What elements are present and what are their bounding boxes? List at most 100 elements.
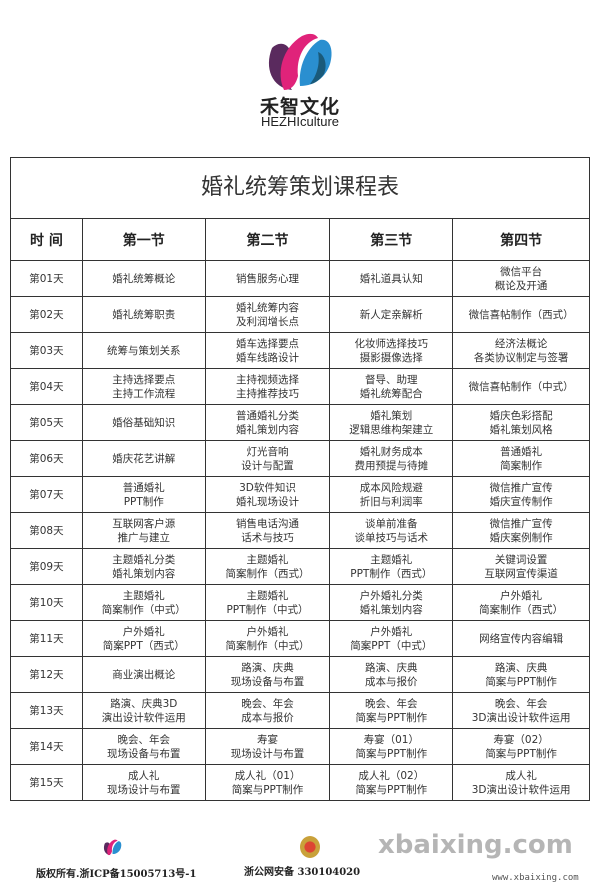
course-cell: 微信喜帖制作（中式） bbox=[452, 368, 590, 405]
course-line: PPT制作（中式） bbox=[226, 603, 309, 616]
course-cell: 寿宴 现场设计与布置 bbox=[204, 728, 331, 765]
course-line: 户外婚礼 bbox=[122, 625, 165, 638]
course-line: 演出设计软件运用 bbox=[101, 711, 186, 724]
course-line: 简案制作 bbox=[500, 459, 543, 472]
course-cell: 户外婚礼 简案PPT（西式） bbox=[81, 620, 206, 657]
course-line: 简案制作（中式） bbox=[225, 639, 310, 652]
table-row: 第15天 成人礼 现场设计与布置 成人礼（01） 简案与PPT制作 成人礼（02） 简案与P… bbox=[10, 764, 590, 801]
course-line: 简案PPT（西式） bbox=[102, 639, 185, 652]
course-line: 路演、庆典 bbox=[241, 661, 294, 674]
course-line: 3D演出设计软件运用 bbox=[471, 783, 571, 796]
course-line: 新人定亲解析 bbox=[359, 308, 423, 321]
course-line: 简案与PPT制作 bbox=[485, 675, 557, 688]
course-cell: 销售服务心理 bbox=[204, 260, 331, 297]
course-line: 普通婚礼 bbox=[122, 481, 165, 494]
hezhi-logo bbox=[268, 33, 332, 90]
course-line: 婚庆宣传制作 bbox=[489, 495, 553, 508]
course-line: 话术与技巧 bbox=[241, 531, 294, 544]
table-row: 第14天 晚会、年会 现场设备与布置 寿宴 现场设计与布置 寿宴（01） 简案与PPT制作寿… bbox=[10, 728, 590, 765]
course-line: 婚庆花艺讲解 bbox=[112, 452, 176, 465]
course-schedule-table: 婚礼统筹策划课程表 时 间第一节 第二节 第三节 第四节 第01天 婚礼统筹概论 销售服务… bbox=[10, 157, 590, 801]
column-header: 第二节 bbox=[204, 218, 331, 261]
course-line: PPT制作（西式） bbox=[350, 567, 433, 580]
course-cell: 微信平台 概论及开通 bbox=[452, 260, 590, 297]
day-cell: 第15天 bbox=[10, 764, 83, 801]
police-record-link[interactable]: 浙公网安备 330104020 bbox=[244, 867, 361, 878]
day-cell: 第02天 bbox=[10, 296, 83, 333]
course-line: 成人礼 bbox=[127, 769, 160, 782]
course-line: PPT制作 bbox=[123, 495, 164, 508]
table-row: 第09天 主题婚礼分类 婚礼策划内容 主题婚礼 简案制作（西式） 主题婚礼 PPT制作（西式… bbox=[10, 548, 590, 585]
course-cell: 户外婚礼分类 婚礼策划内容 bbox=[329, 584, 454, 621]
course-line: 主持选择要点 bbox=[112, 373, 176, 386]
course-cell: 成本风险规避 折旧与利润率 bbox=[329, 476, 454, 513]
course-line: 成人礼 bbox=[505, 769, 537, 782]
day-cell: 第07天 bbox=[10, 476, 83, 513]
course-cell: 婚车选择要点 婚车线路设计 bbox=[204, 332, 331, 369]
course-line: 户外婚礼分类 bbox=[359, 589, 423, 602]
course-line: 婚庆案例制作 bbox=[489, 531, 553, 544]
course-line: 微信喜帖制作（中式） bbox=[468, 380, 574, 393]
course-cell: 婚礼财务成本 费用预提与待摊 bbox=[329, 440, 454, 477]
course-line: 婚礼道具认知 bbox=[359, 272, 423, 285]
course-cell: 寿宴（02） 简案与PPT制作 bbox=[452, 728, 590, 765]
course-line: 婚礼财务成本 bbox=[359, 445, 423, 458]
course-line: 简案制作（西式） bbox=[225, 567, 310, 580]
course-line: 晚会、年会 bbox=[494, 697, 548, 710]
course-cell: 主题婚礼 简案制作（西式） bbox=[204, 548, 331, 585]
course-line: 婚俗基础知识 bbox=[112, 416, 176, 429]
course-line: 晚会、年会 bbox=[117, 733, 170, 746]
course-line: 普通婚礼 bbox=[500, 445, 543, 458]
course-cell: 3D软件知识 婚礼现场设计 bbox=[204, 476, 331, 513]
course-cell: 晚会、年会 3D演出设计软件运用 bbox=[452, 692, 590, 729]
course-cell: 主题婚礼分类 婚礼策划内容 bbox=[81, 548, 206, 585]
course-line: 婚礼策划风格 bbox=[489, 423, 553, 436]
course-line: 设计与配置 bbox=[241, 459, 294, 472]
course-cell: 成人礼 现场设计与布置 bbox=[81, 764, 206, 801]
course-line: 主题婚礼 bbox=[246, 553, 289, 566]
course-cell: 婚礼统筹概论 bbox=[81, 260, 206, 297]
course-line: 普通婚礼分类 bbox=[236, 409, 300, 422]
course-line: 销售电话沟通 bbox=[236, 517, 300, 530]
table-row: 第11天 户外婚礼 简案PPT（西式） 户外婚礼 简案制作（中式） 户外婚礼 简案PPT（中… bbox=[10, 620, 590, 657]
course-line: 现场设备与布置 bbox=[230, 675, 305, 688]
course-line: 婚礼策划内容 bbox=[359, 603, 423, 616]
header-row: 时 间第一节 第二节 第三节 第四节 bbox=[10, 218, 590, 261]
course-cell: 晚会、年会 简案与PPT制作 bbox=[329, 692, 454, 729]
course-cell: 路演、庆典 现场设备与布置 bbox=[204, 656, 331, 693]
course-line: 互联网客户源 bbox=[112, 517, 176, 530]
course-line: 概论及开通 bbox=[494, 279, 548, 292]
course-cell: 户外婚礼 简案PPT（中式） bbox=[329, 620, 454, 657]
course-line: 网络宣传内容编辑 bbox=[479, 632, 564, 645]
course-line: 销售服务心理 bbox=[236, 272, 300, 285]
day-cell: 第12天 bbox=[10, 656, 83, 693]
course-line: 现场设计与布置 bbox=[230, 747, 305, 760]
course-line: 婚礼统筹配合 bbox=[359, 387, 423, 400]
course-line: 主题婚礼 bbox=[246, 589, 289, 602]
course-line: 微信推广宣传 bbox=[489, 481, 553, 494]
course-cell: 主题婚礼 简案制作（中式） bbox=[81, 584, 206, 621]
course-line: 婚礼统筹职责 bbox=[112, 308, 176, 321]
table-row: 第12天 商业演出概论 路演、庆典 现场设备与布置 路演、庆典 成本与报价 路演、庆典 简案与… bbox=[10, 656, 590, 693]
course-line: 主题婚礼分类 bbox=[112, 553, 176, 566]
course-line: 逻辑思维构架建立 bbox=[349, 423, 434, 436]
course-cell: 普通婚礼 简案制作 bbox=[452, 440, 590, 477]
course-cell: 统筹与策划关系 bbox=[81, 332, 206, 369]
course-cell: 寿宴（01） 简案与PPT制作 bbox=[329, 728, 454, 765]
course-cell: 婚俗基础知识 bbox=[81, 404, 206, 441]
course-cell: 化妆师选择技巧 摄影摄像选择 bbox=[329, 332, 454, 369]
course-line: 路演、庆典 bbox=[365, 661, 418, 674]
course-line: 各类协议制定与签署 bbox=[473, 351, 569, 364]
column-header: 第四节 bbox=[452, 218, 590, 261]
hezhi-small-logo bbox=[103, 839, 122, 856]
column-header: 第三节 bbox=[329, 218, 454, 261]
column-header: 时 间 bbox=[10, 218, 83, 261]
course-line: 经济法概论 bbox=[494, 337, 548, 350]
column-header: 第一节 bbox=[81, 218, 206, 261]
course-cell: 主题婚礼 PPT制作（中式） bbox=[204, 584, 331, 621]
day-cell: 第08天 bbox=[10, 512, 83, 549]
course-line: 户外婚礼 bbox=[500, 589, 543, 602]
course-cell: 成人礼（01） 简案与PPT制作 bbox=[204, 764, 331, 801]
course-cell: 互联网客户源 推广与建立 bbox=[81, 512, 206, 549]
day-cell: 第09天 bbox=[10, 548, 83, 585]
